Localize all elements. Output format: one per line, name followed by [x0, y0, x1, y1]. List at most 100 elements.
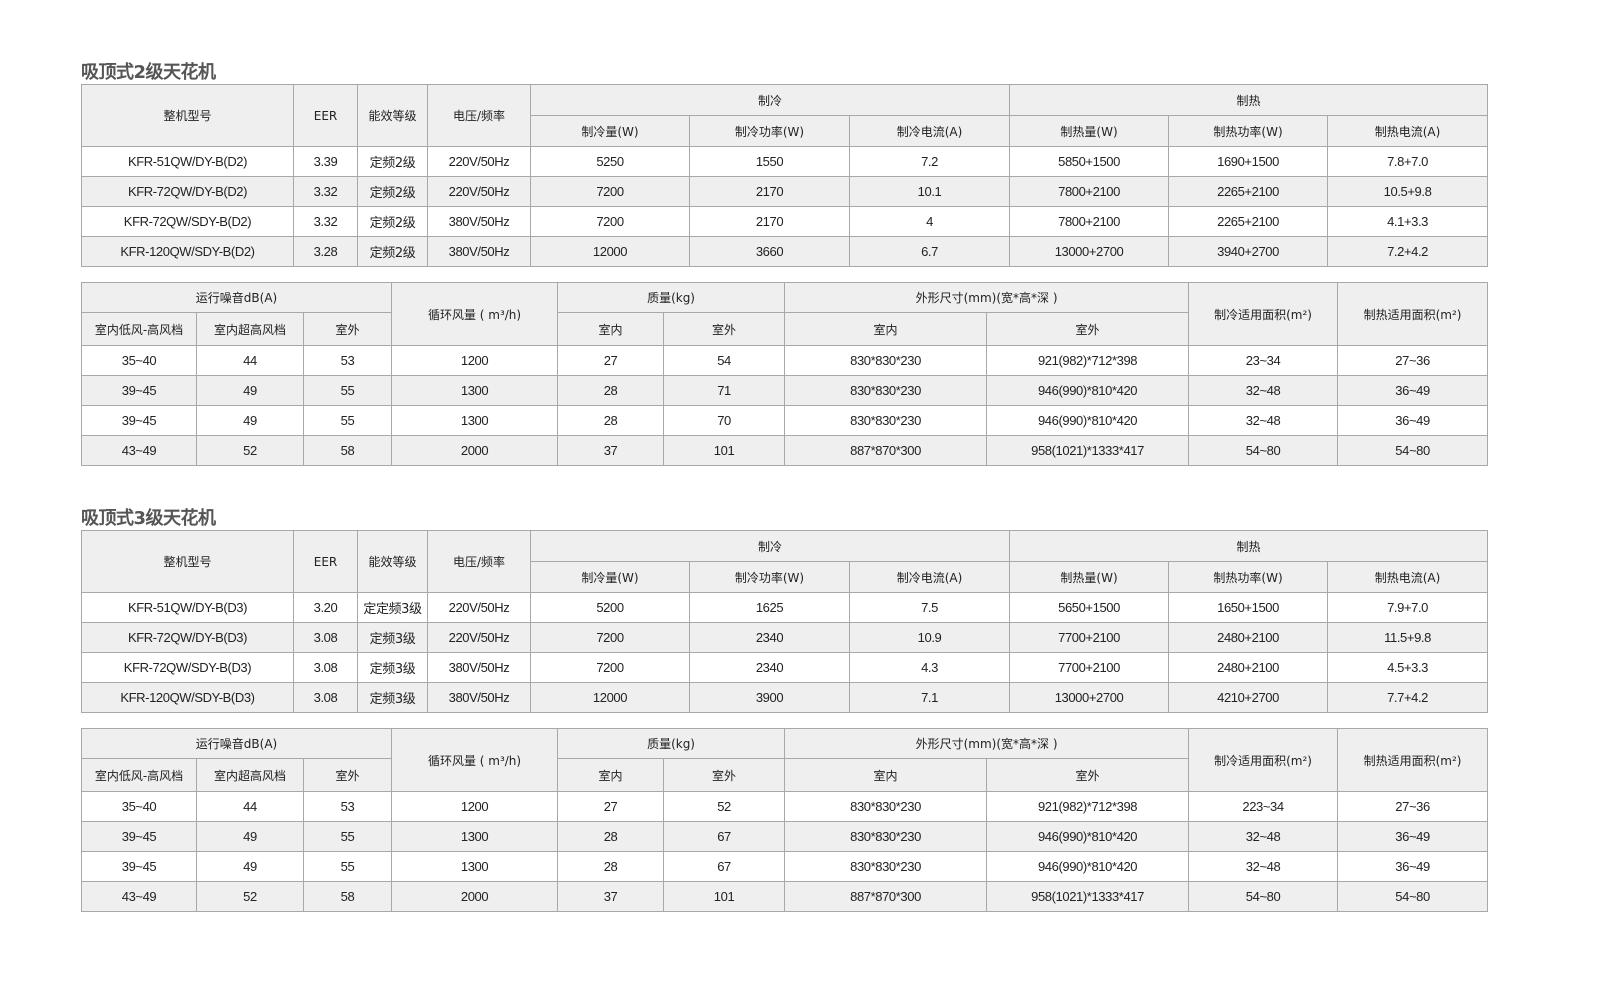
header-cool-power: 制冷功率(W)	[689, 561, 850, 593]
cell: 定频3级	[357, 622, 428, 653]
cell: 53	[302, 791, 393, 822]
cell: 54~80	[1337, 881, 1489, 912]
header-dims-indoor: 室内	[784, 758, 988, 792]
cell: 7200	[530, 652, 690, 683]
header-heat-power: 制热功率(W)	[1168, 561, 1329, 593]
cell: 44	[196, 791, 304, 822]
cell: KFR-51QW/DY-B(D3)	[81, 592, 294, 623]
header-grade: 能效等级	[357, 530, 428, 593]
header-dims-indoor: 室内	[784, 312, 988, 346]
header-cool-cap: 制冷量(W)	[530, 561, 690, 593]
cell: 7.7+4.2	[1327, 682, 1489, 713]
cell: 定频2级	[357, 146, 428, 177]
header-voltage: 电压/频率	[427, 530, 531, 593]
cell: 27~36	[1337, 345, 1489, 376]
table-row: KFR-72QW/SDY-B(D2) 3.32 定频2级 380V/50Hz 7200 2…	[81, 206, 1489, 237]
cell: 5200	[530, 592, 690, 623]
cell: 1300	[391, 851, 559, 882]
header-model: 整机型号	[81, 84, 294, 147]
cell: 2265+2100	[1168, 176, 1329, 207]
header-cool-cap: 制冷量(W)	[530, 115, 690, 147]
cell: 921(982)*712*398	[986, 345, 1190, 376]
header-eer: EER	[293, 84, 358, 147]
header-dims-outdoor: 室外	[986, 312, 1190, 346]
cell: 5650+1500	[1009, 592, 1170, 623]
cell: 27	[557, 791, 665, 822]
table-row: 35~40 44 53 1200 27 52 830*830*230 921(982)*712…	[81, 791, 1489, 822]
cell: 946(990)*810*420	[986, 375, 1190, 406]
cell: 1300	[391, 375, 559, 406]
cell: 58	[302, 881, 393, 912]
cell: 52	[196, 435, 304, 466]
section-title: 吸顶式2级天花机	[81, 62, 216, 83]
cell: 37	[557, 435, 665, 466]
cell: 958(1021)*1333*417	[986, 881, 1190, 912]
header-mass: 质量(kg)	[557, 728, 786, 759]
cell: 36~49	[1337, 851, 1489, 882]
header-airflow: 循环风量 ( m³/h)	[391, 282, 559, 346]
cell: KFR-72QW/DY-B(D2)	[81, 176, 294, 207]
cell: 7.5	[848, 592, 1011, 623]
cell: 53	[302, 345, 393, 376]
header-dims: 外形尺寸(mm)(宽*高*深 )	[784, 728, 1190, 759]
cell: 2000	[391, 435, 559, 466]
cell: 220V/50Hz	[427, 146, 531, 177]
table-row: 35~40 44 53 1200 27 54 830*830*230 921(982)*712…	[81, 345, 1489, 376]
cell: 3.20	[293, 592, 358, 623]
cell: 4	[848, 206, 1011, 237]
cell: 52	[663, 791, 786, 822]
table-row: KFR-72QW/DY-B(D2) 3.32 定频2级 220V/50Hz 7200 21…	[81, 176, 1489, 207]
header-heating: 制热	[1009, 530, 1489, 562]
cell: 54~80	[1188, 881, 1339, 912]
cell: 32~48	[1188, 405, 1339, 436]
cell: 定定频3级	[357, 592, 428, 623]
cell: 定频2级	[357, 236, 428, 267]
cell: 35~40	[81, 791, 197, 822]
header-dims: 外形尺寸(mm)(宽*高*深 )	[784, 282, 1190, 313]
cell: KFR-120QW/SDY-B(D3)	[81, 682, 294, 713]
cell: 1625	[689, 592, 850, 623]
header-airflow: 循环风量 ( m³/h)	[391, 728, 559, 792]
table-row: KFR-72QW/SDY-B(D3) 3.08 定频3级 380V/50Hz 7200 2…	[81, 652, 1489, 683]
cell: KFR-120QW/SDY-B(D2)	[81, 236, 294, 267]
header-mass-outdoor: 室外	[663, 758, 786, 792]
cell: 49	[196, 405, 304, 436]
cell: 220V/50Hz	[427, 592, 531, 623]
cell: 35~40	[81, 345, 197, 376]
header-noise: 运行噪音dB(A)	[80, 282, 393, 313]
cell: 44	[196, 345, 304, 376]
cell: 36~49	[1337, 375, 1489, 406]
cell: 39~45	[81, 851, 197, 882]
cell: 958(1021)*1333*417	[986, 435, 1190, 466]
cell: 28	[557, 851, 665, 882]
cell: 3.08	[293, 682, 358, 713]
cell: 37	[557, 881, 665, 912]
cell: 7.1	[848, 682, 1011, 713]
cell: 4.3	[848, 652, 1011, 683]
cell: 830*830*230	[784, 791, 988, 822]
header-noise-super: 室内超高风档	[196, 758, 304, 792]
performance-table: 整机型号 EER 能效等级 电压/频率 制冷 制热 制冷量(W) 制冷功率(W) 制冷电流(A)…	[81, 84, 1489, 267]
cell: 28	[557, 375, 665, 406]
header-noise-low-high: 室内低风-高风档	[81, 312, 197, 346]
cell: 54	[663, 345, 786, 376]
header-noise-outdoor: 室外	[302, 312, 393, 346]
cell: 32~48	[1188, 821, 1339, 852]
cell: 1690+1500	[1168, 146, 1329, 177]
cell: 3.32	[293, 206, 358, 237]
cell: 43~49	[81, 435, 197, 466]
header-heating: 制热	[1009, 84, 1489, 116]
table-row: KFR-51QW/DY-B(D2) 3.39 定频2级 220V/50Hz 5250 15…	[81, 146, 1489, 177]
cell: 54~80	[1188, 435, 1339, 466]
cell: 23~34	[1188, 345, 1339, 376]
cell: 54~80	[1337, 435, 1489, 466]
table-row: 39~45 49 55 1300 28 67 830*830*230 946(990)*810…	[81, 851, 1489, 882]
cell: 55	[302, 375, 393, 406]
header-model: 整机型号	[81, 530, 294, 593]
header-noise-outdoor: 室外	[302, 758, 393, 792]
cell: KFR-72QW/SDY-B(D2)	[81, 206, 294, 237]
header-heat-power: 制热功率(W)	[1168, 115, 1329, 147]
header-heat-area: 制热适用面积(m²)	[1337, 728, 1489, 792]
header-eer: EER	[293, 530, 358, 593]
cell: 定频3级	[357, 652, 428, 683]
